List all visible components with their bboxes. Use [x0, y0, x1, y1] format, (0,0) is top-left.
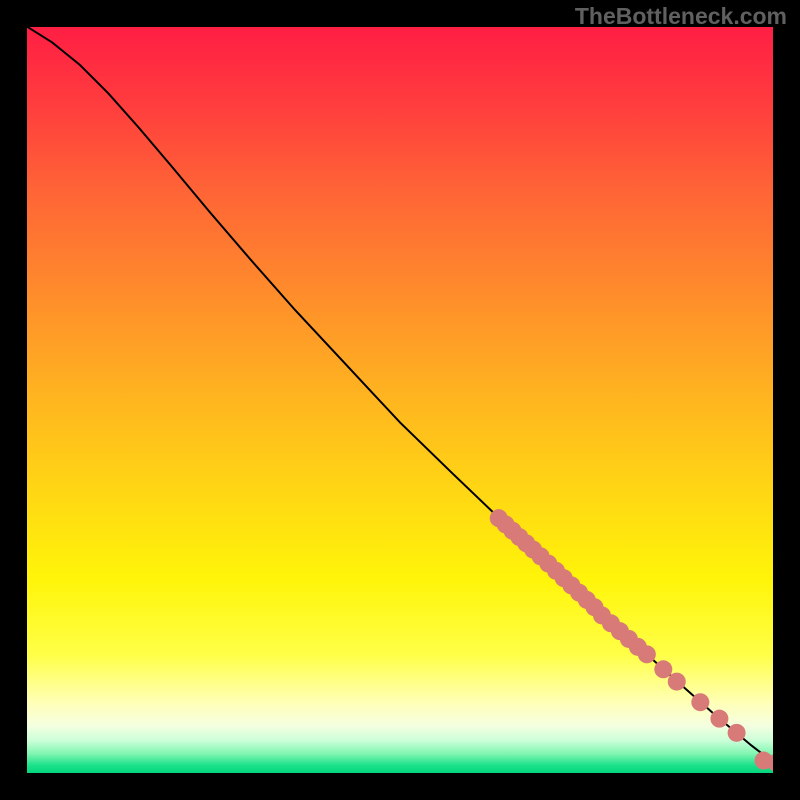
- data-marker: [654, 660, 672, 678]
- data-marker: [710, 710, 728, 728]
- data-marker: [728, 724, 746, 742]
- data-marker: [767, 754, 785, 772]
- data-marker: [668, 673, 686, 691]
- data-marker: [691, 693, 709, 711]
- chart-svg: [0, 0, 800, 800]
- watermark-text: TheBottleneck.com: [575, 3, 787, 30]
- data-marker: [638, 645, 656, 663]
- chart-container: TheBottleneck.com: [0, 0, 800, 800]
